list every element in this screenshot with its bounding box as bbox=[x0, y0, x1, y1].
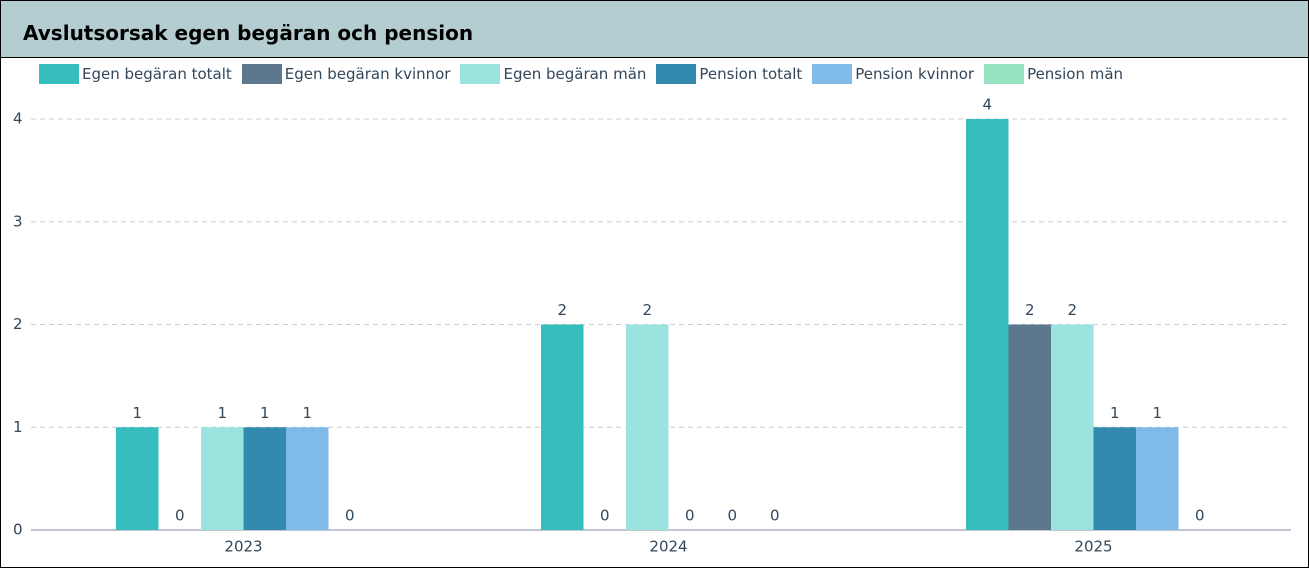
legend-item[interactable]: Egen begäran kvinnor bbox=[241, 64, 451, 84]
data-label: 0 bbox=[345, 507, 355, 525]
legend-swatch bbox=[39, 64, 79, 84]
legend-item[interactable]: Pension totalt bbox=[656, 64, 802, 84]
data-label: 2 bbox=[557, 301, 567, 319]
data-label: 1 bbox=[217, 404, 227, 422]
bar bbox=[1008, 324, 1051, 530]
y-tick-label: 3 bbox=[13, 212, 23, 230]
legend-item[interactable]: Pension män bbox=[984, 64, 1123, 84]
y-tick-label: 4 bbox=[13, 110, 23, 128]
bar bbox=[243, 427, 286, 530]
data-label: 1 bbox=[260, 404, 270, 422]
y-tick-label: 2 bbox=[13, 315, 23, 333]
x-tick-label: 2024 bbox=[649, 538, 687, 556]
legend-label: Egen begäran kvinnor bbox=[284, 65, 451, 83]
legend-label: Egen begäran totalt bbox=[82, 65, 232, 83]
data-label: 1 bbox=[1110, 404, 1120, 422]
bar bbox=[1051, 324, 1094, 530]
data-label: 1 bbox=[1152, 404, 1162, 422]
bar bbox=[966, 119, 1009, 530]
data-label: 4 bbox=[982, 96, 992, 114]
data-label: 2 bbox=[1067, 301, 1077, 319]
legend-swatch bbox=[656, 64, 697, 84]
legend-item[interactable]: Egen begäran totalt bbox=[39, 64, 232, 84]
legend-swatch bbox=[460, 64, 501, 84]
legend-label: Egen begäran män bbox=[503, 65, 647, 83]
bar bbox=[116, 427, 159, 530]
bar bbox=[1136, 427, 1179, 530]
legend-swatch bbox=[812, 64, 853, 84]
bar bbox=[541, 324, 584, 530]
legend-item[interactable]: Pension kvinnor bbox=[812, 64, 974, 84]
legend-item[interactable]: Egen begäran män bbox=[460, 64, 646, 84]
bar bbox=[201, 427, 244, 530]
bar bbox=[1093, 427, 1136, 530]
x-tick-label: 2023 bbox=[224, 538, 262, 556]
card-header: Avslutsorsak egen begäran och pension bbox=[1, 1, 1308, 58]
legend-swatch bbox=[984, 64, 1025, 84]
y-tick-label: 1 bbox=[13, 418, 23, 436]
legend-swatch bbox=[241, 64, 282, 84]
legend: Egen begäran totalt Egen begäran kvinnor E… bbox=[39, 64, 1123, 84]
data-label: 1 bbox=[132, 404, 142, 422]
y-tick-label: 0 bbox=[13, 521, 23, 539]
data-label: 2 bbox=[642, 301, 652, 319]
legend-label: Pension kvinnor bbox=[855, 65, 975, 83]
data-label: 0 bbox=[685, 507, 695, 525]
x-tick-label: 2025 bbox=[1074, 538, 1112, 556]
bar bbox=[626, 324, 669, 530]
chart-title: Avslutsorsak egen begäran och pension bbox=[23, 21, 474, 45]
data-label: 2 bbox=[1025, 301, 1035, 319]
data-label: 0 bbox=[1195, 507, 1205, 525]
data-label: 0 bbox=[600, 507, 610, 525]
data-label: 1 bbox=[302, 404, 312, 422]
legend-label: Pension totalt bbox=[699, 65, 803, 83]
legend-label: Pension män bbox=[1027, 65, 1124, 83]
data-label: 0 bbox=[770, 507, 780, 525]
data-label: 0 bbox=[727, 507, 737, 525]
data-label: 0 bbox=[175, 507, 185, 525]
bar bbox=[286, 427, 329, 530]
